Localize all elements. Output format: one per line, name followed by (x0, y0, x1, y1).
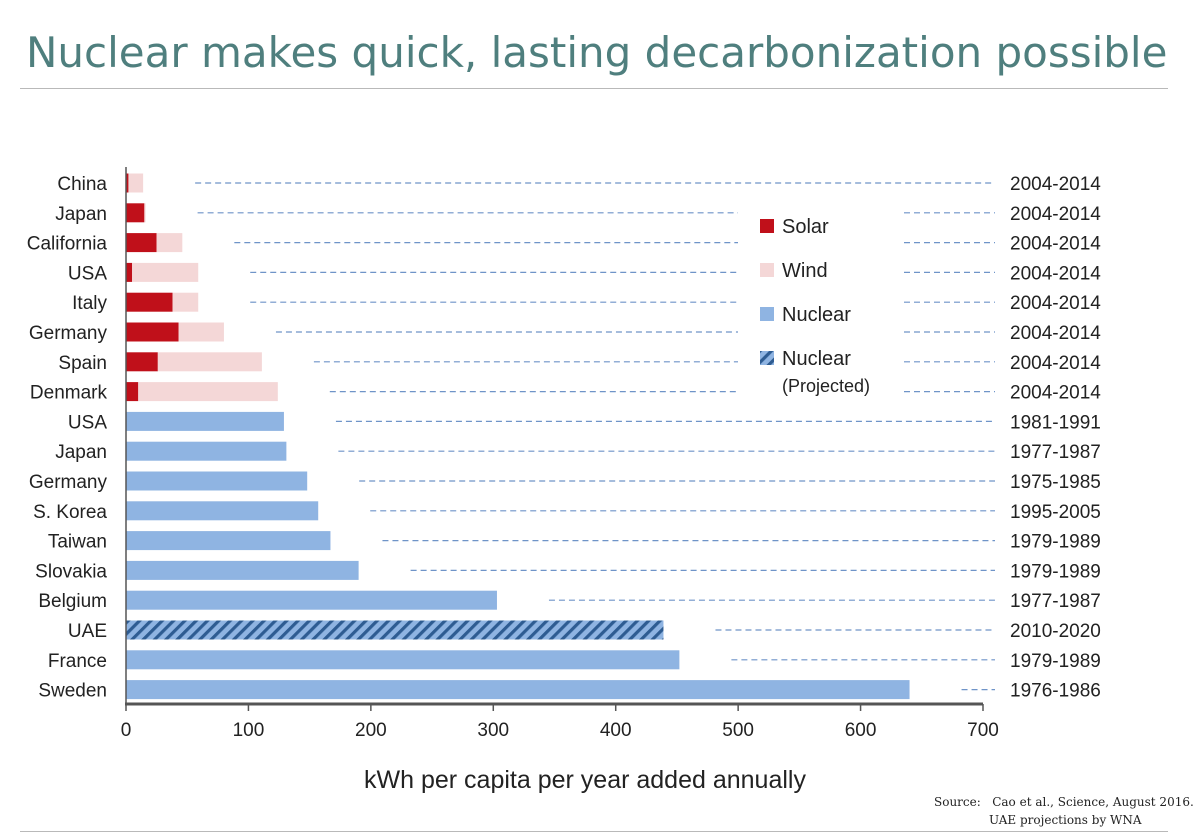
nuclear-bar (126, 560, 359, 580)
nuclear-projected-bar (126, 620, 664, 640)
solar-bar (126, 233, 157, 253)
source-note: Source: Cao et al., Science, August 2016… (934, 793, 1194, 829)
nuclear-bar (126, 590, 497, 610)
period-label: 2004-2014 (1010, 293, 1101, 314)
nuclear-bar (126, 441, 287, 461)
wind-bar (172, 292, 199, 312)
legend-label: Nuclear (782, 348, 851, 370)
source-line-2: UAE projections by WNA (989, 813, 1142, 827)
legend-label: Solar (782, 216, 829, 238)
period-label: 1975-1985 (1010, 472, 1101, 493)
period-label: 1976-1986 (1010, 681, 1101, 702)
row-label: France (48, 651, 107, 672)
row-label: Japan (55, 442, 107, 463)
legend-label: Nuclear (782, 304, 851, 326)
x-tick-label: 500 (722, 720, 754, 741)
row-label: California (27, 234, 108, 255)
period-label: 2004-2014 (1010, 174, 1101, 195)
row-label: USA (68, 412, 107, 433)
period-label: 1979-1989 (1010, 651, 1101, 672)
wind-bar (178, 322, 224, 342)
slide-title: Nuclear makes quick, lasting decarboniza… (26, 28, 1168, 77)
x-tick-label: 100 (233, 720, 265, 741)
period-label: 2004-2014 (1010, 323, 1101, 344)
period-label: 2010-2020 (1010, 621, 1101, 642)
wind-bar (156, 233, 183, 253)
solar-bar (126, 262, 133, 282)
bars (126, 173, 910, 700)
wind-bar (128, 173, 144, 193)
bottom-divider (20, 831, 1168, 832)
row-label: Germany (29, 472, 108, 493)
solar-bar (126, 322, 179, 342)
period-label: 2004-2014 (1010, 263, 1101, 284)
wind-bar (138, 382, 278, 402)
legend: Solar Wind Nuclear Nuclear (Projected) (760, 216, 870, 396)
solar-bar (126, 382, 139, 402)
solar-bar (126, 352, 158, 372)
legend-sublabel: (Projected) (782, 376, 870, 396)
period-label: 1979-1989 (1010, 532, 1101, 553)
wind-bar (132, 262, 199, 282)
x-axis-title: kWh per capita per year added annually (364, 766, 806, 794)
row-label: Slovakia (35, 561, 107, 582)
solar-bar (126, 203, 145, 223)
nuclear-bar (126, 501, 319, 521)
x-tick-label: 200 (355, 720, 387, 741)
row-label: USA (68, 263, 107, 284)
leader-lines (195, 182, 995, 691)
row-label: China (57, 174, 107, 195)
x-tick-label: 700 (967, 720, 999, 741)
period-label: 1979-1989 (1010, 561, 1101, 582)
nuclear-legend-swatch (760, 307, 774, 321)
x-tick-label: 600 (845, 720, 877, 741)
row-label: S. Korea (33, 502, 107, 523)
period-label: 2004-2014 (1010, 383, 1101, 404)
period-label: 2004-2014 (1010, 353, 1101, 374)
period-label: 1977-1987 (1010, 591, 1101, 612)
row-labels: China Japan California USA Italy Germany Spain… (27, 174, 108, 702)
period-label: 1977-1987 (1010, 442, 1101, 463)
solar-bar (126, 173, 129, 193)
nuclear-bar (126, 680, 910, 700)
row-label: Japan (55, 204, 107, 225)
row-label: UAE (68, 621, 107, 642)
x-axis: 0 100 200 300 400 500 600 700 (121, 167, 999, 741)
x-tick-label: 0 (121, 720, 132, 741)
nuclear-bar (126, 471, 308, 491)
period-label: 2004-2014 (1010, 234, 1101, 255)
nuclear-projected-legend-swatch (760, 351, 774, 365)
period-label: 1995-2005 (1010, 502, 1101, 523)
row-label: Belgium (38, 591, 107, 612)
solar-bar (126, 292, 173, 312)
row-label: Italy (72, 293, 107, 314)
x-tick-label: 300 (477, 720, 509, 741)
period-label: 1981-1991 (1010, 412, 1101, 433)
row-label: Sweden (38, 681, 107, 702)
nuclear-bar (126, 650, 680, 670)
wind-legend-swatch (760, 263, 774, 277)
solar-legend-swatch (760, 219, 774, 233)
row-label: Denmark (30, 383, 108, 404)
x-tick-label: 400 (600, 720, 632, 741)
wind-bar (144, 203, 146, 223)
row-label: Germany (29, 323, 108, 344)
period-label: 2004-2014 (1010, 204, 1101, 225)
row-label: Taiwan (48, 532, 107, 553)
source-line-1: Source: Cao et al., Science, August 2016… (934, 795, 1194, 809)
title-divider (20, 88, 1168, 89)
legend-label: Wind (782, 260, 828, 282)
period-labels: 2004-2014 2004-2014 2004-2014 2004-2014 2004… (1010, 174, 1101, 702)
row-label: Spain (58, 353, 107, 374)
wind-bar (157, 352, 262, 372)
nuclear-bar (126, 531, 331, 551)
nuclear-bar (126, 411, 284, 431)
